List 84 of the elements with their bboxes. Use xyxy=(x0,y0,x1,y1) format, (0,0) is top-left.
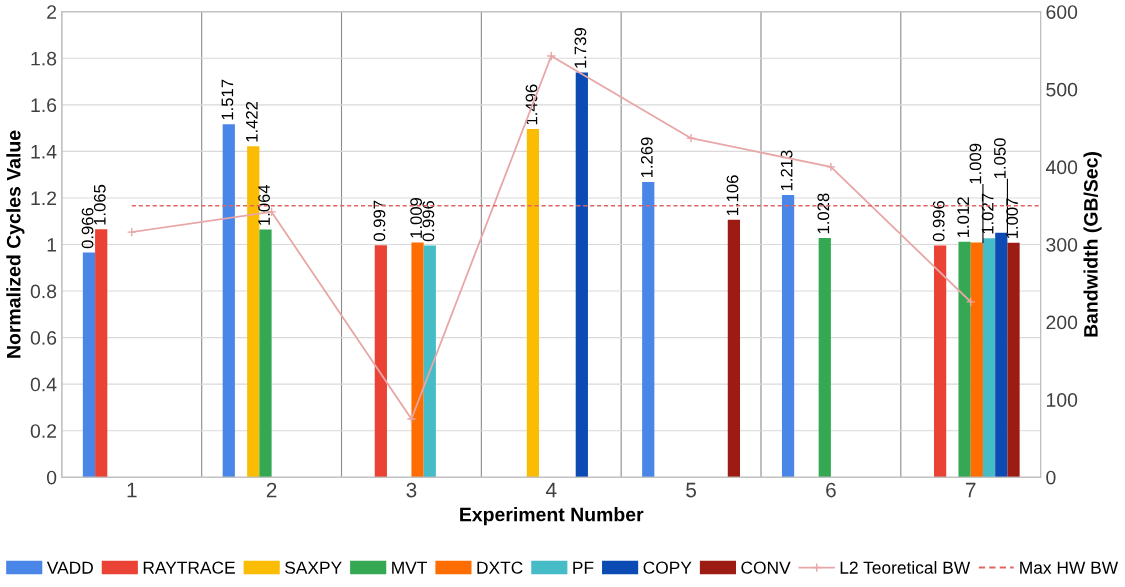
data-label: 1.028 xyxy=(817,193,830,234)
x-tick-label: 1 xyxy=(127,482,137,498)
y-tick-label: 0.4 xyxy=(30,377,57,392)
y2-tick-label: 500 xyxy=(1046,82,1078,97)
bar xyxy=(411,242,424,478)
x-tick-label: 2 xyxy=(266,482,277,498)
legend-label: RAYTRACE xyxy=(143,561,235,574)
bar xyxy=(526,129,540,478)
y-tick-label: 0 xyxy=(46,470,57,485)
x-tick-label: 5 xyxy=(686,482,696,498)
x-tick-label: 3 xyxy=(406,482,417,498)
x-tick-label: 7 xyxy=(965,482,976,498)
legend-label: PF xyxy=(573,561,594,574)
legend-label: CONV xyxy=(741,561,791,574)
y2-tick-label: 300 xyxy=(1046,237,1078,252)
data-label: 0.996 xyxy=(422,200,435,242)
legend-label: L2 Teoretical BW xyxy=(840,561,971,574)
data-label: 1.269 xyxy=(640,137,653,178)
y-tick-label: 2 xyxy=(47,5,57,19)
bar xyxy=(222,124,235,478)
data-label: 1.027 xyxy=(981,193,994,234)
y2-tick-label: 100 xyxy=(1046,393,1078,407)
bar xyxy=(970,242,983,478)
data-label: 1.009 xyxy=(410,197,423,238)
bar xyxy=(82,252,96,478)
data-label: 1.496 xyxy=(525,84,538,125)
bar xyxy=(934,245,947,478)
data-label: 1.739 xyxy=(574,28,587,68)
data-label: 1.012 xyxy=(957,197,970,237)
bar xyxy=(642,181,655,478)
y2-tick-label: 200 xyxy=(1046,315,1078,330)
bar xyxy=(374,245,387,478)
bar xyxy=(818,237,831,478)
bar xyxy=(1007,242,1020,478)
data-label: 1.517 xyxy=(221,79,234,120)
y-axis-title: Normalized Cycles Value xyxy=(6,130,25,358)
y2-axis-title: Bandwidth (GB/Sec) xyxy=(1083,152,1102,337)
bar xyxy=(423,245,436,478)
legend-label: DXTC xyxy=(477,561,523,574)
x-tick-label: 4 xyxy=(545,482,557,498)
legend-label: SAXPY xyxy=(285,561,342,574)
data-label: 1.009 xyxy=(969,143,982,184)
bar xyxy=(95,229,108,478)
y2-tick-label: 0 xyxy=(1046,470,1056,485)
point xyxy=(546,51,557,61)
point xyxy=(826,162,836,172)
bar xyxy=(982,238,996,478)
y-tick-label: 1.4 xyxy=(31,145,57,159)
y-tick-label: 0.8 xyxy=(30,284,57,299)
point xyxy=(965,297,976,307)
y-tick-label: 0.2 xyxy=(30,424,57,438)
y-tick-label: 1 xyxy=(47,238,57,252)
data-label: 1.064 xyxy=(258,184,270,225)
x-tick-label: 6 xyxy=(826,482,836,498)
legend-label: MVT xyxy=(392,561,428,574)
bar xyxy=(259,229,272,478)
y-tick-label: 1.8 xyxy=(31,51,57,66)
data-label: 0.996 xyxy=(932,200,945,242)
x-axis-title: Experiment Number xyxy=(460,507,644,526)
legend-label: VADD xyxy=(46,561,93,574)
data-label: 1.422 xyxy=(245,101,258,142)
data-label: 0.997 xyxy=(373,200,386,242)
y2-tick-label: 400 xyxy=(1045,160,1078,175)
data-label: 1.050 xyxy=(993,138,1006,179)
y-tick-label: 0.6 xyxy=(30,331,57,345)
legend-label: Max HW BW xyxy=(1020,561,1119,574)
bar xyxy=(247,146,260,478)
bar xyxy=(995,232,1008,478)
y2-tick-label: 600 xyxy=(1046,5,1078,19)
bar xyxy=(575,72,588,478)
point xyxy=(126,227,137,237)
data-label: 0.966 xyxy=(81,207,94,249)
point xyxy=(406,414,417,424)
point xyxy=(686,133,696,144)
bar xyxy=(781,194,795,478)
y-tick-label: 1.2 xyxy=(31,191,57,205)
y-tick-label: 1.6 xyxy=(31,98,57,113)
legend-label: COPY xyxy=(643,561,692,574)
data-label: 1.213 xyxy=(780,150,793,191)
data-label: 1.065 xyxy=(93,184,106,225)
data-label: 1.007 xyxy=(1006,198,1019,239)
bar xyxy=(958,241,971,478)
data-label: 1.106 xyxy=(726,175,739,216)
bar xyxy=(727,219,741,478)
